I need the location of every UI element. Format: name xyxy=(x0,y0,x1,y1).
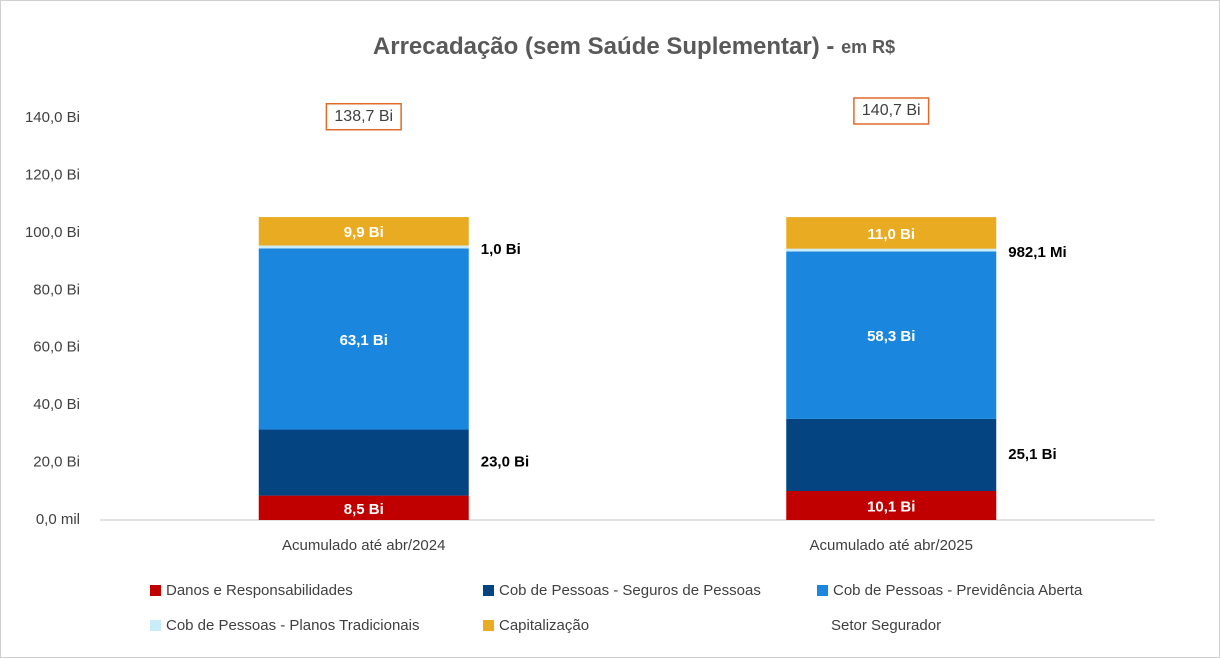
bar-segment xyxy=(258,429,469,496)
data-label: 982,1 Mi xyxy=(1008,244,1066,261)
data-label: 9,9 Bi xyxy=(344,224,384,241)
bar-segment xyxy=(786,490,997,520)
data-label: 63,1 Bi xyxy=(340,332,388,349)
chart-title-group: Arrecadação (sem Saúde Suplementar) - em… xyxy=(373,33,895,60)
data-label: 58,3 Bi xyxy=(867,328,915,345)
total-label: 140,7 Bi xyxy=(862,102,921,119)
chart-title: Arrecadação (sem Saúde Suplementar) - xyxy=(373,33,835,60)
bar-segment xyxy=(258,245,469,249)
bar-segment xyxy=(786,418,997,491)
total-label: 138,7 Bi xyxy=(334,108,393,125)
bar-segment xyxy=(258,495,469,520)
legend-swatch xyxy=(483,585,494,596)
y-tick-label: 80,0 Bi xyxy=(33,281,80,298)
legend-swatch xyxy=(150,620,161,631)
data-label: 11,0 Bi xyxy=(867,226,915,243)
legend-swatch xyxy=(483,620,494,631)
data-label: 25,1 Bi xyxy=(1008,446,1056,463)
data-label: 8,5 Bi xyxy=(344,501,384,518)
legend-label: Cob de Pessoas - Seguros de Pessoas xyxy=(499,582,761,599)
y-tick-label: 60,0 Bi xyxy=(33,339,80,356)
legend-label: Setor Segurador xyxy=(831,617,941,634)
legend-swatch xyxy=(150,585,161,596)
data-label: 10,1 Bi xyxy=(867,498,915,515)
legend-label: Capitalização xyxy=(499,617,589,634)
y-tick-label: 20,0 Bi xyxy=(33,454,80,471)
x-tick-label: Acumulado até abr/2025 xyxy=(810,537,973,554)
bar-segment xyxy=(786,248,997,252)
bar-segment xyxy=(258,248,469,430)
legend-label: Danos e Responsabilidades xyxy=(166,582,353,599)
y-tick-label: 0,0 mil xyxy=(36,511,80,528)
y-tick-label: 140,0 Bi xyxy=(25,109,80,126)
y-tick-label: 120,0 Bi xyxy=(25,166,80,183)
data-label: 1,0 Bi xyxy=(481,241,521,258)
total-box xyxy=(853,97,930,125)
legend-label: Cob de Pessoas - Previdência Aberta xyxy=(833,582,1083,599)
x-tick-label: Acumulado até abr/2024 xyxy=(282,537,445,554)
y-tick-label: 100,0 Bi xyxy=(25,224,80,241)
chart-subtitle: em R$ xyxy=(841,37,895,57)
data-label: 23,0 Bi xyxy=(481,454,529,471)
bar-segment xyxy=(258,217,469,246)
total-box xyxy=(325,102,402,131)
bar-segment xyxy=(786,217,997,249)
bar-segment xyxy=(786,251,997,419)
legend-label: Cob de Pessoas - Planos Tradicionais xyxy=(166,617,419,634)
y-tick-label: 40,0 Bi xyxy=(33,396,80,413)
legend-swatch xyxy=(817,585,828,596)
